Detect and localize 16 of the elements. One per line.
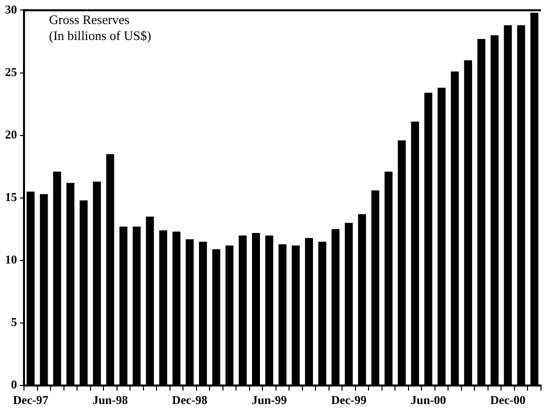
y-tick-label: 0	[11, 378, 17, 392]
x-tick-label: Dec-97	[12, 392, 48, 407]
y-tick-label: 20	[5, 127, 17, 142]
y-tick-label: 30	[5, 2, 17, 16]
x-tick-label: Jun-00	[410, 392, 446, 407]
text: (In billions of US$)	[49, 28, 152, 44]
y-tick-label: 10	[5, 252, 17, 267]
y-tick-label: 5	[11, 315, 17, 330]
y-tick-label: 15	[5, 190, 17, 204]
x-tick-label: Jun-98	[92, 392, 128, 407]
y-tick-label: 25	[5, 64, 17, 79]
x-tick-label: Dec-99	[331, 392, 366, 407]
x-tick-label: Dec-00	[490, 392, 526, 407]
chart-title: Gross Reserves	[49, 12, 130, 28]
x-tick-label: Jun-99	[252, 392, 287, 407]
x-tick-label: Dec-98	[172, 392, 208, 407]
